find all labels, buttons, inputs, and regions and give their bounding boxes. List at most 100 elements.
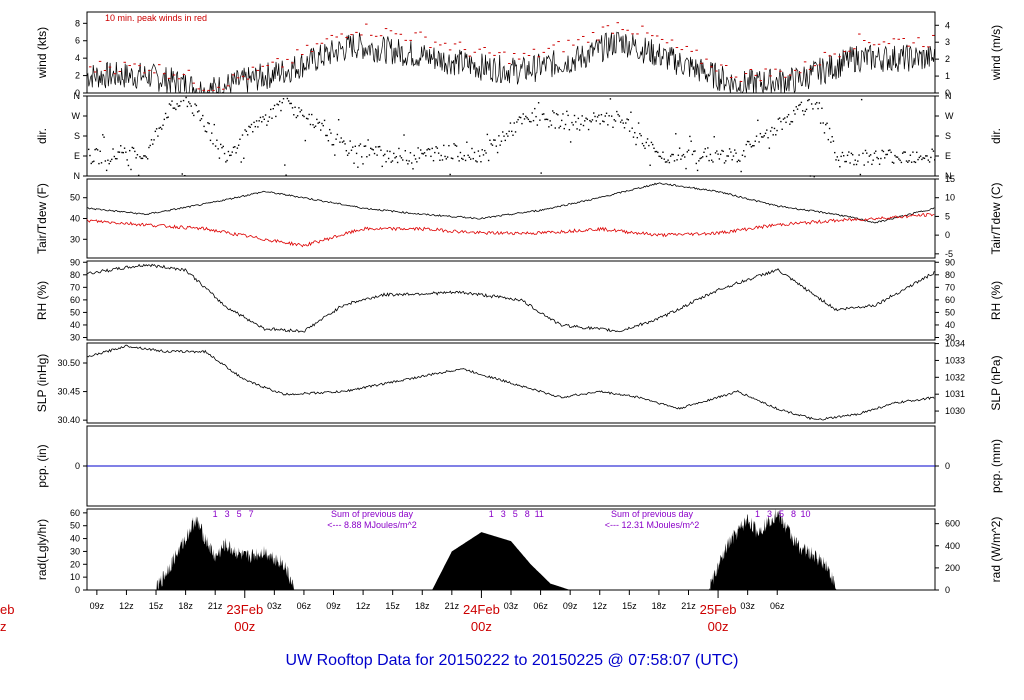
time-tick-label: 21z [681, 601, 696, 611]
direction-point [252, 131, 254, 133]
direction-point [602, 120, 604, 122]
direction-point [631, 127, 633, 129]
direction-point [349, 140, 351, 142]
direction-point [348, 152, 350, 154]
direction-point [760, 136, 763, 138]
direction-point [212, 143, 214, 145]
direction-ylabel-right: dir. [989, 128, 1003, 144]
direction-point [234, 146, 236, 148]
direction-point [278, 100, 281, 103]
temperature-right-tick-label: 5 [945, 211, 950, 221]
direction-point [139, 155, 141, 158]
direction-point [412, 168, 414, 170]
direction-point [685, 167, 687, 170]
direction-point [461, 157, 463, 160]
direction-point [122, 151, 124, 154]
direction-point [150, 139, 153, 141]
direction-point [928, 161, 931, 163]
direction-point [712, 161, 714, 163]
direction-point [932, 150, 935, 152]
direction-point [357, 166, 359, 168]
direction-point [350, 149, 353, 151]
direction-point [698, 160, 700, 162]
hour-label: 1 [213, 509, 218, 519]
direction-point [118, 151, 121, 153]
direction-point [514, 131, 517, 133]
direction-point [404, 150, 407, 152]
direction-point [226, 159, 228, 162]
direction-point [309, 123, 312, 126]
relative-humidity-left-tick-label: 70 [70, 282, 80, 292]
direction-point [798, 104, 800, 107]
direction-point [87, 148, 90, 151]
direction-point [261, 121, 263, 123]
hour-label: 1 [489, 509, 494, 519]
direction-point [780, 120, 782, 123]
wind-ylabel-right: wind (m/s) [989, 25, 1003, 81]
hour-label: 3 [225, 509, 230, 519]
direction-point [135, 157, 137, 159]
direction-point [127, 164, 130, 167]
direction-point [536, 124, 539, 126]
direction-point [426, 149, 428, 151]
direction-point [714, 152, 717, 154]
direction-point [709, 153, 712, 156]
direction-point [239, 138, 241, 140]
direction-point [421, 152, 423, 155]
direction-point [787, 113, 790, 116]
direction-point [749, 143, 751, 146]
direction-point [532, 119, 535, 122]
direction-point [164, 112, 167, 115]
direction-point [903, 151, 905, 153]
direction-left-tick-label: N [74, 91, 81, 101]
relative-humidity-left-tick-label: 50 [70, 307, 80, 317]
direction-point [586, 118, 589, 120]
direction-point [385, 161, 387, 163]
direction-point [607, 124, 609, 126]
direction-point [109, 160, 112, 163]
direction-point [917, 158, 919, 161]
chart-title: UW Rooftop Data for 20150222 to 20150225… [286, 652, 739, 669]
direction-point [90, 162, 92, 165]
direction-point [469, 158, 472, 160]
direction-point [384, 153, 386, 156]
direction-point [508, 130, 510, 133]
direction-point [704, 148, 706, 150]
direction-point [543, 113, 545, 115]
direction-point [686, 151, 689, 153]
direction-point [540, 172, 542, 174]
direction-point [777, 118, 780, 120]
direction-point [678, 147, 681, 149]
direction-point [503, 135, 505, 137]
direction-point [628, 130, 631, 132]
direction-point [161, 128, 163, 130]
direction-point [646, 138, 649, 140]
time-tick-label: 06z [533, 601, 548, 611]
direction-point [680, 158, 682, 160]
direction-point [399, 155, 401, 157]
direction-point [235, 152, 237, 154]
direction-point [427, 148, 430, 150]
direction-right-tick-label: N [945, 171, 952, 181]
direction-point [402, 159, 404, 161]
hour-label: 8 [525, 509, 530, 519]
direction-point [831, 135, 833, 138]
direction-point [566, 110, 568, 113]
direction-point [613, 119, 615, 121]
direction-point [541, 113, 544, 116]
direction-point [795, 106, 797, 108]
direction-point [726, 155, 728, 157]
direction-point [213, 123, 216, 126]
direction-point [322, 124, 324, 127]
direction-point [635, 143, 637, 146]
direction-point [718, 158, 721, 160]
direction-point [244, 129, 246, 131]
direction-point [266, 124, 268, 126]
direction-point [178, 105, 181, 107]
direction-point [449, 173, 451, 176]
direction-point [366, 156, 368, 158]
direction-point [111, 158, 113, 161]
direction-point [108, 162, 110, 165]
direction-point [262, 116, 264, 118]
